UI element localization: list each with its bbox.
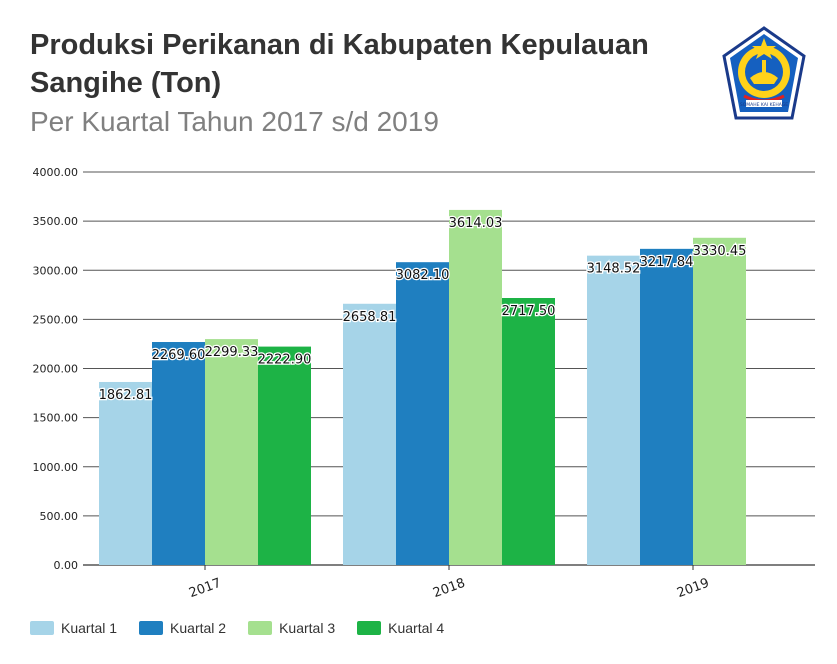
x-tick-label: 2018 [431,576,467,601]
data-label: 2658.81 [343,310,397,325]
legend-item[interactable]: Kuartal 3 [248,620,335,636]
bar [99,381,152,565]
data-label: 3614.03 [449,216,503,231]
y-tick-label: 1000.00 [33,461,79,474]
bars [99,209,746,566]
data-label: 2717.50 [502,304,556,319]
data-label: 2299.33 [205,345,259,360]
data-label: 3217.84 [640,255,694,270]
x-tick-label: 2017 [187,576,223,601]
legend-item[interactable]: Kuartal 1 [30,620,117,636]
regency-emblem-logo: SOMAHE KAI KEHAGE [722,26,806,120]
data-label: 3082.10 [396,268,450,283]
chart-subtitle: Per Kuartal Tahun 2017 s/d 2019 [30,106,439,137]
bar [693,237,746,565]
bar [640,248,693,565]
bar [449,209,502,565]
y-tick-label: 2500.00 [33,313,79,326]
legend-item[interactable]: Kuartal 4 [357,620,444,636]
y-tick-label: 4000.00 [33,166,79,179]
legend-label: Kuartal 3 [279,620,336,636]
legend-swatch [357,621,382,635]
legend-item[interactable]: Kuartal 2 [139,620,226,636]
legend-swatch [30,621,54,635]
y-tick-label: 0.00 [54,559,79,572]
bar [587,255,640,566]
y-tick-label: 1500.00 [33,412,79,425]
x-tick-label: 2019 [675,576,711,601]
bar [258,346,311,565]
y-tick-label: 3000.00 [33,264,79,277]
bar [205,339,258,565]
bar [502,298,555,565]
bar [396,262,449,565]
data-label: 1862.81 [99,388,153,403]
legend-swatch [139,621,164,635]
bar [343,303,396,565]
chart-title: Produksi Perikanan di Kabupaten Kepulaua… [30,29,649,99]
axes: 0.00 500.00 1000.00 1500.00 2000.00 2500.00 30… [33,166,712,601]
bar [152,342,205,565]
legend-label: Kuartal 1 [61,620,118,636]
data-label: 2269.60 [152,348,206,363]
legend-swatch [248,621,273,635]
y-tick-label: 500.00 [40,510,79,523]
legend-label: Kuartal 4 [388,620,445,636]
data-label: 3148.52 [587,262,641,277]
data-label: 2222.90 [258,353,312,368]
logo-motto: SOMAHE KAI KEHAGE [740,102,788,108]
y-tick-label: 3500.00 [33,215,79,228]
y-tick-label: 2000.00 [33,363,79,376]
data-label: 3330.45 [693,244,747,259]
legend: Kuartal 1 Kuartal 2 Kuartal 3 Kuartal 4 [30,620,444,636]
legend-label: Kuartal 2 [170,620,227,636]
